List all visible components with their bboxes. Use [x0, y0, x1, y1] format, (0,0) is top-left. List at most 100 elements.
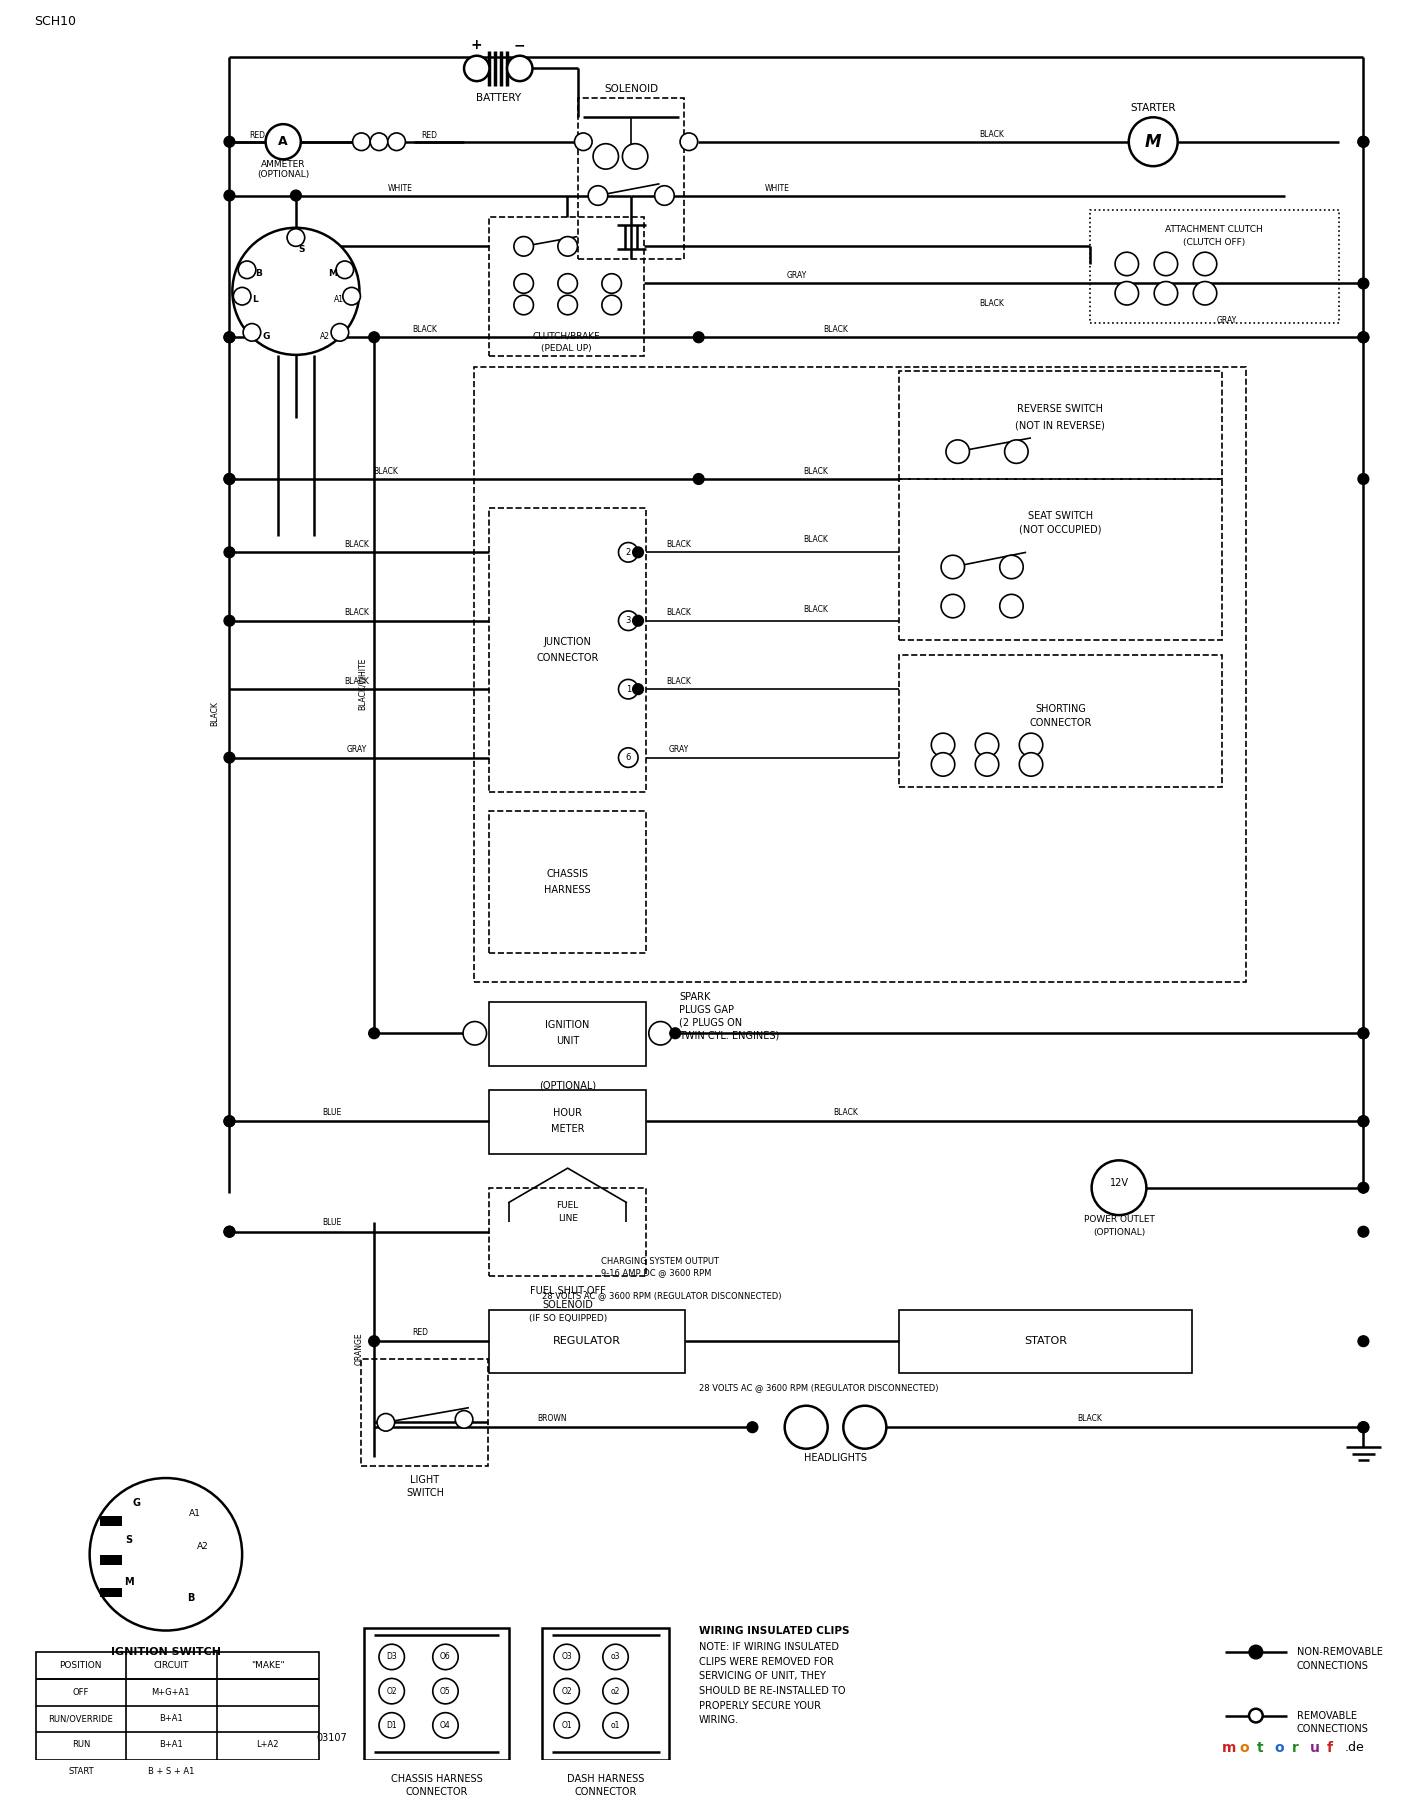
Bar: [100, 1516, 122, 1526]
Text: (NOT OCCUPIED): (NOT OCCUPIED): [1019, 526, 1102, 535]
Circle shape: [233, 288, 250, 304]
Circle shape: [243, 324, 260, 342]
Text: WHITE: WHITE: [388, 184, 413, 193]
Circle shape: [224, 616, 235, 626]
Circle shape: [224, 1226, 235, 1237]
Text: BLACK: BLACK: [979, 299, 1005, 308]
Text: 2: 2: [625, 547, 631, 556]
Text: SEAT SWITCH: SEAT SWITCH: [1027, 511, 1092, 522]
Bar: [364, 1627, 509, 1760]
Text: OFF: OFF: [72, 1688, 89, 1697]
Text: BLACK: BLACK: [833, 1109, 857, 1118]
Circle shape: [1358, 1116, 1368, 1127]
Text: B+A1: B+A1: [158, 1714, 183, 1723]
Text: REMOVABLE: REMOVABLE: [1298, 1710, 1357, 1721]
Circle shape: [379, 1678, 405, 1705]
Text: IGNITION: IGNITION: [545, 1021, 590, 1030]
Circle shape: [593, 144, 618, 169]
Text: A: A: [279, 135, 289, 148]
Text: SPARK: SPARK: [679, 992, 710, 1003]
Circle shape: [618, 747, 638, 767]
Circle shape: [1019, 752, 1043, 776]
Circle shape: [433, 1643, 458, 1670]
Text: REGULATOR: REGULATOR: [553, 1336, 621, 1346]
Circle shape: [369, 331, 379, 342]
Circle shape: [379, 1643, 405, 1670]
Text: POSITION: POSITION: [59, 1661, 102, 1670]
Text: SERVICING OF UNIT, THEY: SERVICING OF UNIT, THEY: [699, 1672, 825, 1681]
Text: 28 VOLTS AC @ 3600 RPM (REGULATOR DISCONNECTED): 28 VOLTS AC @ 3600 RPM (REGULATOR DISCON…: [542, 1291, 781, 1300]
Text: (OPTIONAL): (OPTIONAL): [1092, 1228, 1145, 1237]
Circle shape: [331, 324, 348, 342]
Text: o: o: [1240, 1741, 1249, 1755]
Bar: [899, 655, 1221, 787]
Circle shape: [1358, 1183, 1368, 1193]
Circle shape: [1358, 1226, 1368, 1237]
Text: 9-16 AMP DC @ 3600 RPM: 9-16 AMP DC @ 3600 RPM: [601, 1269, 712, 1278]
Circle shape: [224, 473, 235, 484]
Text: LINE: LINE: [558, 1215, 577, 1224]
Text: FUEL SHUT-OFF: FUEL SHUT-OFF: [529, 1287, 606, 1296]
Bar: [490, 812, 645, 954]
Text: RUN: RUN: [72, 1741, 91, 1750]
Circle shape: [1091, 1161, 1146, 1215]
Text: O3: O3: [562, 1652, 572, 1661]
Bar: [899, 479, 1221, 641]
Text: CONNECTOR: CONNECTOR: [406, 1787, 468, 1796]
Text: O2: O2: [386, 1687, 398, 1696]
Circle shape: [633, 547, 644, 558]
Text: LIGHT: LIGHT: [410, 1474, 440, 1485]
Text: GRAY: GRAY: [669, 745, 689, 754]
Circle shape: [379, 1712, 405, 1739]
Text: SHORTING: SHORTING: [1034, 704, 1085, 715]
Circle shape: [463, 1022, 487, 1046]
Circle shape: [224, 137, 235, 148]
Circle shape: [1358, 1116, 1368, 1127]
Text: GRAY: GRAY: [1217, 317, 1237, 326]
Circle shape: [371, 133, 388, 151]
Text: M: M: [328, 270, 338, 279]
Text: START: START: [68, 1768, 93, 1777]
Text: BLACK: BLACK: [666, 540, 692, 549]
Circle shape: [1019, 733, 1043, 756]
Circle shape: [669, 1028, 681, 1039]
Bar: [100, 1555, 122, 1564]
Text: ORANGE: ORANGE: [355, 1332, 364, 1366]
Text: REVERSE SWITCH: REVERSE SWITCH: [1017, 403, 1104, 414]
Text: m: m: [1221, 1741, 1237, 1755]
Circle shape: [224, 752, 235, 763]
Circle shape: [1000, 594, 1023, 617]
Text: BROWN: BROWN: [538, 1415, 567, 1424]
Circle shape: [1358, 1028, 1368, 1039]
Circle shape: [975, 752, 999, 776]
Circle shape: [464, 56, 490, 81]
Circle shape: [287, 229, 304, 247]
Circle shape: [376, 1413, 395, 1431]
Circle shape: [1005, 439, 1029, 463]
Text: f: f: [1327, 1741, 1333, 1755]
Text: NON-REMOVABLE: NON-REMOVABLE: [1298, 1647, 1382, 1658]
Text: HARNESS: HARNESS: [545, 884, 591, 895]
Circle shape: [947, 439, 969, 463]
Text: RED: RED: [249, 131, 265, 140]
Bar: [490, 508, 645, 792]
Text: (PEDAL UP): (PEDAL UP): [542, 344, 591, 353]
Circle shape: [1358, 137, 1368, 148]
Text: CHASSIS HARNESS: CHASSIS HARNESS: [391, 1775, 483, 1784]
Text: HOUR: HOUR: [553, 1109, 582, 1118]
Bar: [899, 371, 1221, 479]
Circle shape: [785, 1406, 828, 1449]
Circle shape: [603, 1712, 628, 1739]
Circle shape: [224, 1226, 235, 1237]
Text: BLACK: BLACK: [211, 702, 219, 725]
Text: BLACK: BLACK: [979, 130, 1005, 139]
Text: CONNECTIONS: CONNECTIONS: [1298, 1661, 1368, 1670]
Circle shape: [352, 133, 371, 151]
Text: ATTACHMENT CLUTCH: ATTACHMENT CLUTCH: [1165, 225, 1262, 234]
Text: D3: D3: [386, 1652, 398, 1661]
Circle shape: [941, 554, 965, 580]
Text: CHARGING SYSTEM OUTPUT: CHARGING SYSTEM OUTPUT: [601, 1256, 719, 1265]
Text: o: o: [1275, 1741, 1283, 1755]
Text: STARTER: STARTER: [1131, 103, 1176, 113]
Bar: [474, 367, 1247, 983]
